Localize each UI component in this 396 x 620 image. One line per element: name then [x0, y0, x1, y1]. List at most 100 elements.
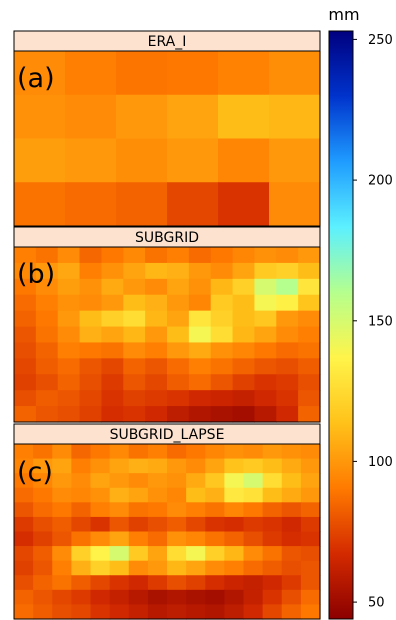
heatmap-cell: [109, 473, 130, 489]
colorbar-tick-label: 50: [368, 596, 385, 611]
heatmap-cell: [262, 473, 283, 489]
heatmap-cell: [210, 294, 234, 312]
heatmap-cell: [145, 247, 168, 264]
heatmap-cell: [188, 406, 212, 423]
heatmap-cell: [243, 575, 264, 591]
panel-frame: [13, 246, 321, 423]
heatmap-cell: [52, 444, 72, 460]
heatmap-cell: [269, 138, 321, 183]
heatmap-cell: [186, 546, 206, 562]
heatmap-cell: [35, 374, 59, 391]
heatmap-cell: [33, 589, 53, 606]
heatmap-cell: [167, 247, 190, 264]
heatmap-cell: [281, 604, 302, 620]
heatmap-cell: [35, 278, 59, 296]
heatmap-cell: [109, 487, 130, 503]
heatmap-cell: [167, 531, 187, 547]
heatmap-cell: [167, 310, 190, 328]
heatmap-cell: [262, 604, 283, 620]
heatmap-cell: [33, 575, 53, 591]
heatmap-cell: [167, 604, 187, 620]
heatmap-cell: [90, 473, 111, 489]
heatmap-cell: [205, 546, 225, 562]
heatmap-cell: [79, 294, 103, 312]
heatmap-cell: [232, 342, 256, 359]
heatmap-cell: [300, 516, 321, 533]
heatmap-cell: [52, 589, 72, 606]
heatmap-cell: [254, 310, 277, 328]
heatmap-cell: [57, 390, 81, 407]
heatmap-cell: [52, 604, 72, 620]
heatmap-cell: [186, 604, 206, 620]
heatmap-cell: [52, 516, 72, 533]
heatmap-cell: [145, 374, 168, 391]
heatmap-cell: [281, 502, 302, 518]
heatmap-cell: [128, 473, 149, 489]
heatmap-cell: [14, 502, 34, 518]
heatmap-cell: [167, 487, 187, 503]
heatmap-cell: [243, 502, 264, 518]
heatmap-cell: [79, 390, 103, 407]
heatmap-cell: [205, 589, 225, 606]
heatmap-cell: [298, 326, 321, 344]
heatmap-cell: [145, 326, 168, 344]
heatmap-cell: [276, 358, 299, 375]
heatmap-cell: [188, 294, 212, 312]
heatmap-cell: [90, 589, 111, 606]
heatmap-cell: [65, 138, 117, 183]
heatmap-cell: [243, 516, 264, 533]
heatmap-cell: [276, 278, 299, 296]
panel-era-i: ERA_I (a): [13, 30, 321, 227]
heatmap-cell: [71, 560, 92, 576]
heatmap-cell: [186, 502, 206, 518]
heatmap-cell: [90, 458, 111, 474]
heatmap-cell: [35, 358, 59, 375]
heatmap-cell: [79, 406, 103, 423]
heatmap-cell: [218, 51, 270, 96]
heatmap-cell: [210, 310, 234, 328]
heatmap-cell: [269, 182, 321, 227]
heatmap-cell: [71, 487, 92, 503]
heatmap-cell: [90, 575, 111, 591]
heatmap-cell: [224, 516, 245, 533]
heatmap-cell: [71, 444, 92, 460]
heatmap-cell: [109, 575, 130, 591]
heatmap-cell: [14, 516, 34, 533]
heatmap-cell: [101, 374, 124, 391]
heatmap-cell: [218, 94, 270, 140]
heatmap-cell: [232, 374, 256, 391]
heatmap-cell: [205, 560, 225, 576]
heatmap-cell: [300, 560, 321, 576]
heatmap-cell: [147, 589, 168, 606]
heatmap-cell: [218, 138, 270, 183]
heatmap-cell: [298, 358, 321, 375]
heatmap-cell: [243, 589, 264, 606]
heatmap-cell: [210, 278, 234, 296]
heatmap-cell: [167, 358, 190, 375]
heatmap-cell: [147, 604, 168, 620]
heatmap-cell: [116, 138, 168, 183]
heatmap-cell: [101, 358, 124, 375]
heatmap-cell: [57, 406, 81, 423]
heatmap-cell: [90, 546, 111, 562]
heatmap-cell: [123, 294, 146, 312]
heatmap-cell: [14, 546, 34, 562]
heatmap-cell: [35, 390, 59, 407]
heatmap-cell: [300, 487, 321, 503]
heatmap-cell: [35, 342, 59, 359]
heatmap-cell: [57, 342, 81, 359]
heatmap-cell: [33, 502, 53, 518]
heatmap-cell: [101, 247, 124, 264]
heatmap-cell: [281, 487, 302, 503]
heatmap-cell: [145, 310, 168, 328]
heatmap-cell: [52, 531, 72, 547]
heatmap-cell: [262, 516, 283, 533]
heatmap-cell: [167, 444, 187, 460]
heatmap-cell: [14, 310, 37, 328]
heatmap-cell: [79, 262, 103, 280]
heatmap-cell: [224, 444, 245, 460]
heatmap-cell: [90, 560, 111, 576]
heatmap-cell: [205, 531, 225, 547]
heatmap-cell: [116, 182, 168, 227]
heatmap-cell: [167, 182, 219, 227]
